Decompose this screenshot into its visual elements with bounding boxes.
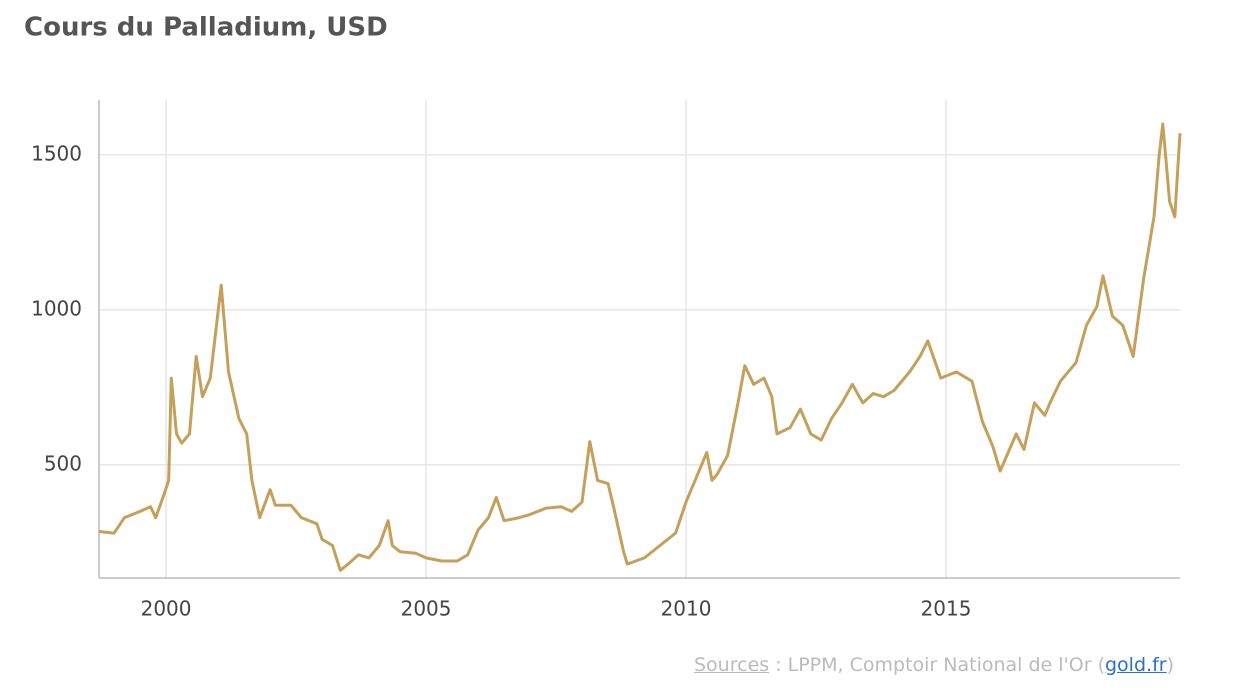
gold-link[interactable]: gold.fr — [1105, 654, 1167, 676]
y-tick-label: 500 — [44, 451, 82, 475]
y-tick-label: 1500 — [31, 141, 82, 165]
x-tick-label: 2000 — [141, 597, 192, 621]
x-tick-label: 2010 — [661, 597, 712, 621]
y-tick-label: 1000 — [31, 296, 82, 320]
source-end: ) — [1166, 654, 1174, 676]
source: Sources : LPPM, Comptoir National de l'O… — [694, 654, 1174, 676]
x-tick-label: 2005 — [401, 597, 452, 621]
sources-link[interactable]: Sources — [694, 654, 770, 676]
chart-title: Cours du Palladium, USD — [24, 13, 388, 43]
source-text: : LPPM, Comptoir National de l'Or ( — [769, 654, 1105, 676]
x-tick-label: 2015 — [921, 597, 972, 621]
chart: Cours du Palladium, USD 500 1000 1500 2000 2… — [24, 13, 1182, 621]
price-line — [98, 122, 1182, 572]
